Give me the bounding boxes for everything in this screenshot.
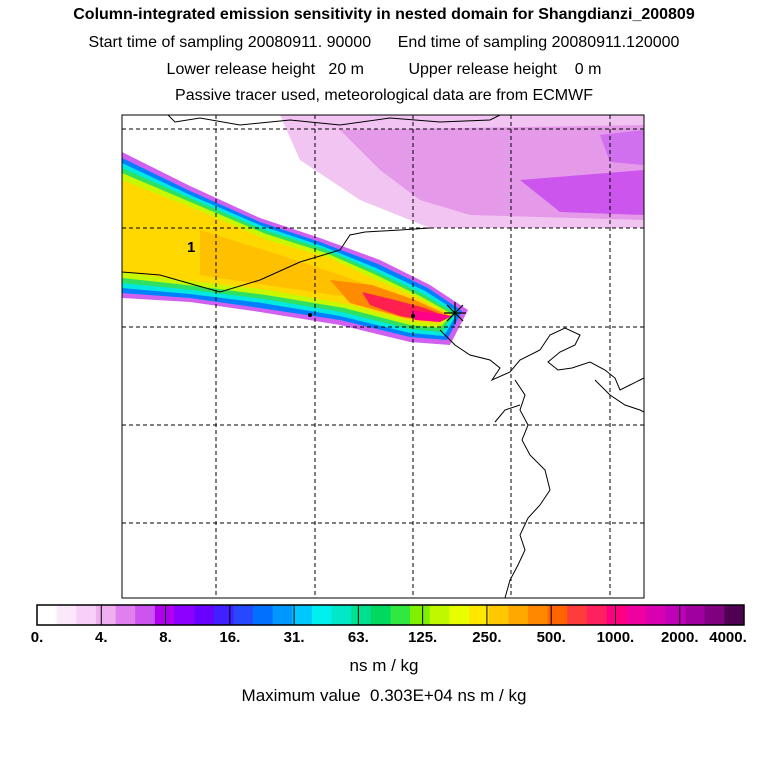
color-scale-swatch [390, 605, 411, 625]
color-scale-tick-label: 1000. [596, 629, 635, 646]
color-scale-swatch [95, 605, 116, 625]
color-scale-swatch [253, 605, 273, 625]
color-scale-swatch [37, 605, 57, 625]
color-scale-swatch [606, 605, 627, 625]
color-scale-swatch [429, 605, 450, 625]
color-scale-swatch [135, 605, 156, 625]
color-scale-tick-label: 4000. [709, 629, 747, 646]
color-scale-frame [36, 604, 745, 626]
color-scale-swatch [292, 605, 313, 625]
color-scale-tick-label: 0. [30, 629, 44, 646]
color-scale-swatch [547, 605, 568, 625]
color-scale-tick-label: 2000. [660, 629, 699, 646]
unit-label: ns m / kg [349, 656, 419, 675]
color-scale-swatch [213, 605, 234, 625]
color-scale-tick-label: 125. [408, 629, 438, 646]
release-site-star-icon [444, 302, 466, 324]
trajectory-point [308, 313, 312, 317]
color-scale-tick-label: 63. [347, 629, 369, 646]
color-scale-tick-label: 8. [159, 629, 172, 646]
color-scale-swatch [272, 605, 293, 625]
color-scale-tick-label: 4. [95, 629, 108, 646]
color-scale-swatch [626, 605, 647, 625]
color-scale-swatch [567, 605, 588, 625]
color-scale-swatch [449, 605, 470, 625]
color-scale-tick-label: 16. [219, 629, 241, 646]
color-scale-swatch [508, 605, 529, 625]
color-scale-swatch [527, 605, 548, 625]
map-label: 1 [187, 239, 195, 256]
coastlines [122, 115, 644, 598]
color-scale-swatch [685, 605, 706, 625]
color-scale-tick-label: 500. [536, 629, 566, 646]
color-scale-swatch [410, 605, 431, 625]
color-scale-tick-label: 250. [472, 629, 502, 646]
release-heights: Lower release height 20 m Upper release … [166, 61, 602, 78]
color-scale-swatch [586, 605, 607, 625]
color-scale-swatch [311, 605, 332, 625]
color-scale-swatch [704, 605, 725, 625]
color-scale-swatch [351, 605, 372, 625]
plot-title: Column-integrated emission sensitivity i… [73, 6, 695, 23]
grid-lines [122, 115, 644, 598]
color-scale-swatch [331, 605, 352, 625]
color-scale-swatch [56, 605, 77, 625]
color-scale-swatch [233, 605, 254, 625]
color-scale-swatch [370, 605, 391, 625]
color-scale-swatch [724, 605, 745, 625]
sampling-times: Start time of sampling 20080911. 90000 E… [88, 34, 680, 51]
color-scale-swatch [194, 605, 215, 625]
tracer-info: Passive tracer used, meteorological data… [175, 87, 593, 104]
trajectory-point [411, 314, 415, 318]
color-scale-swatch [115, 605, 136, 625]
color-scale-swatch [174, 605, 195, 625]
color-scale-swatch [488, 605, 509, 625]
color-scale-tick-label: 31. [283, 629, 305, 646]
map-frame [121, 114, 645, 599]
color-scale-swatch [76, 605, 97, 625]
color-scale-swatch [154, 605, 175, 625]
color-scale-bar [37, 605, 745, 625]
color-scale-swatch [665, 605, 686, 625]
map-area [122, 115, 644, 598]
color-scale-swatch [469, 605, 489, 625]
maximum-value: Maximum value 0.303E+04 ns m / kg [241, 686, 527, 705]
color-scale-swatch [645, 605, 666, 625]
